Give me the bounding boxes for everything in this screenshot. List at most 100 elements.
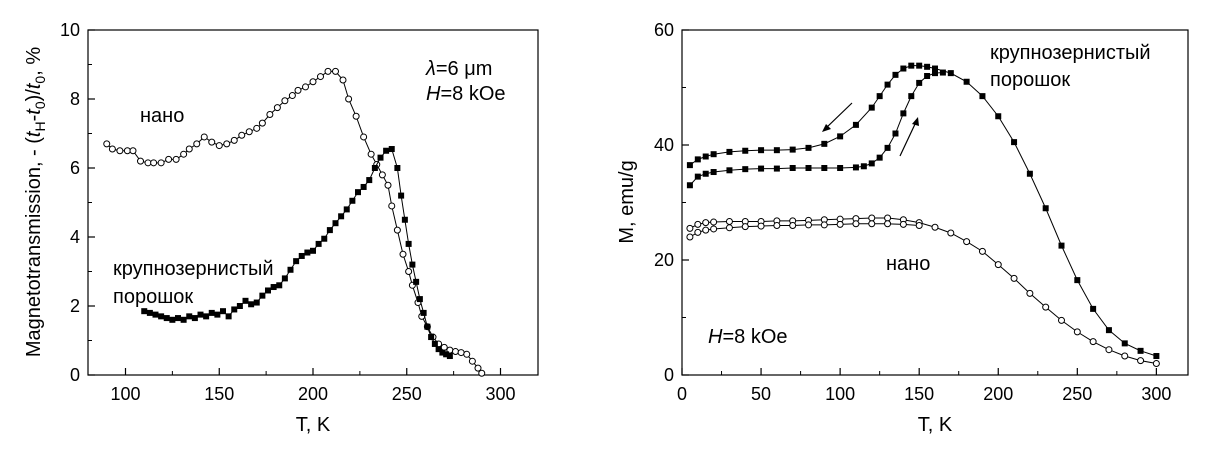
left-series-0-point <box>399 250 407 258</box>
right-series-0-point <box>963 78 970 85</box>
right-series-0-point <box>726 148 733 155</box>
left-series-0-point <box>129 147 137 155</box>
left-series-0-point <box>116 147 124 155</box>
left-series-1-point <box>259 292 266 299</box>
right-series-2-point <box>1010 274 1018 282</box>
left-series-0-point <box>157 159 165 167</box>
left-series-0-point <box>103 140 111 148</box>
left-series-1-point <box>394 165 401 171</box>
left-series-1-point <box>169 316 176 323</box>
left-series-1-point <box>326 227 333 234</box>
right-x-tick-label: 300 <box>1141 384 1171 404</box>
right-series-1-point <box>908 93 915 100</box>
right-x-tick-label: 150 <box>904 384 934 404</box>
left-nano-label: нано <box>140 105 184 127</box>
left-series-1-point <box>197 311 204 318</box>
left-series-1-point <box>265 287 271 294</box>
left-series-0-point <box>457 349 465 357</box>
left-series-0-point <box>238 131 246 139</box>
left-series-0-point <box>185 145 193 153</box>
right-series-0-point <box>1090 305 1097 312</box>
left-series-0-point <box>352 112 360 120</box>
right-series-2-point <box>1042 303 1050 311</box>
right-series-0-point <box>1121 340 1128 347</box>
right-series-1-point <box>932 70 938 77</box>
left-series-0-point <box>294 86 302 94</box>
right-ticks: 0 50 100 150 200 250 300 0 20 40 60 <box>654 20 1171 404</box>
right-series-0-point <box>924 63 931 70</box>
left-series-1-point <box>242 297 249 304</box>
right-y-tick-label: 40 <box>654 135 674 155</box>
right-coarse-label-2: порошок <box>990 69 1070 91</box>
left-series-1-point <box>355 189 361 196</box>
right-y-axis-label: M, emu/g <box>616 160 638 243</box>
right-series-3-point <box>805 221 812 229</box>
left-series-0-point <box>273 104 281 112</box>
right-series-0-point <box>686 162 693 169</box>
left-series-0-point <box>223 140 231 148</box>
right-series-3-point <box>852 220 860 228</box>
right-series-2-point <box>884 214 892 222</box>
left-series-1-point <box>163 315 170 322</box>
left-series-1-point <box>435 346 442 353</box>
left-series-1-point <box>338 213 345 220</box>
left-series-1-point <box>443 351 450 358</box>
right-series-1-point <box>821 165 828 171</box>
left-series-1-point <box>398 192 405 199</box>
right-series-1-point <box>702 170 709 177</box>
left-series-1-point <box>332 220 339 227</box>
right-series-0-point <box>979 93 986 100</box>
right-series-1-point <box>710 169 717 176</box>
left-series-1-point <box>158 313 165 320</box>
left-series-1-point <box>383 147 390 154</box>
left-series-1-point <box>371 165 378 171</box>
left-series-1-point <box>366 177 373 184</box>
right-series-3-point <box>725 224 733 232</box>
right-series-3-point <box>773 222 781 229</box>
right-series-0-point <box>1026 170 1033 177</box>
right-series-2-point <box>1152 360 1160 367</box>
right-series-1-point <box>726 167 733 174</box>
left-series-0-point <box>393 226 401 234</box>
right-x-tick-label: 0 <box>677 384 687 404</box>
left-series <box>103 67 486 377</box>
left-series-0-point <box>388 202 396 210</box>
right-series-1-point <box>837 165 844 171</box>
left-series-0-point <box>440 343 448 351</box>
left-series-0-point <box>478 369 486 377</box>
right-series-2-point <box>1105 346 1113 354</box>
left-x-axis-label: T, K <box>296 414 331 436</box>
left-series-1-point <box>310 247 316 254</box>
left-x-tick-label: 300 <box>485 384 515 404</box>
left-x-tick-label: 150 <box>204 384 234 404</box>
right-y-tick-label: 20 <box>654 250 674 270</box>
left-series-0-point <box>253 124 261 132</box>
left-series-0-point <box>468 357 476 365</box>
right-series-0-point <box>995 113 1002 120</box>
right-series-0-point <box>876 93 883 100</box>
right-series-1-point <box>900 110 907 117</box>
left-series-0-point <box>360 133 368 141</box>
right-series-0-point <box>1105 327 1112 334</box>
right-series-0-point <box>837 133 844 140</box>
left-x-tick-label: 200 <box>298 384 328 404</box>
right-series-1-point <box>773 165 780 172</box>
left-series-0-point <box>230 136 238 144</box>
left-series-0-point <box>463 350 471 358</box>
right-x-tick-label: 250 <box>1062 384 1092 404</box>
right-series-1-point <box>876 154 883 161</box>
left-series-1-point <box>298 252 305 259</box>
right-series-0-point <box>1058 242 1065 249</box>
left-series-0-point <box>172 155 180 163</box>
right-series-2-point <box>1089 338 1097 346</box>
right-series-1-point <box>805 165 812 171</box>
left-series-1-point <box>236 303 243 309</box>
right-series-2-point <box>978 247 986 255</box>
right-series-0-point <box>773 147 780 154</box>
right-coarse-label-1: крупнозернистый <box>990 42 1151 64</box>
left-series-0-point <box>288 92 296 100</box>
left-series-1-point <box>321 235 328 242</box>
left-series-1-point <box>360 183 367 190</box>
right-x-tick-label: 200 <box>983 384 1013 404</box>
right-series-0-point <box>1137 347 1144 354</box>
